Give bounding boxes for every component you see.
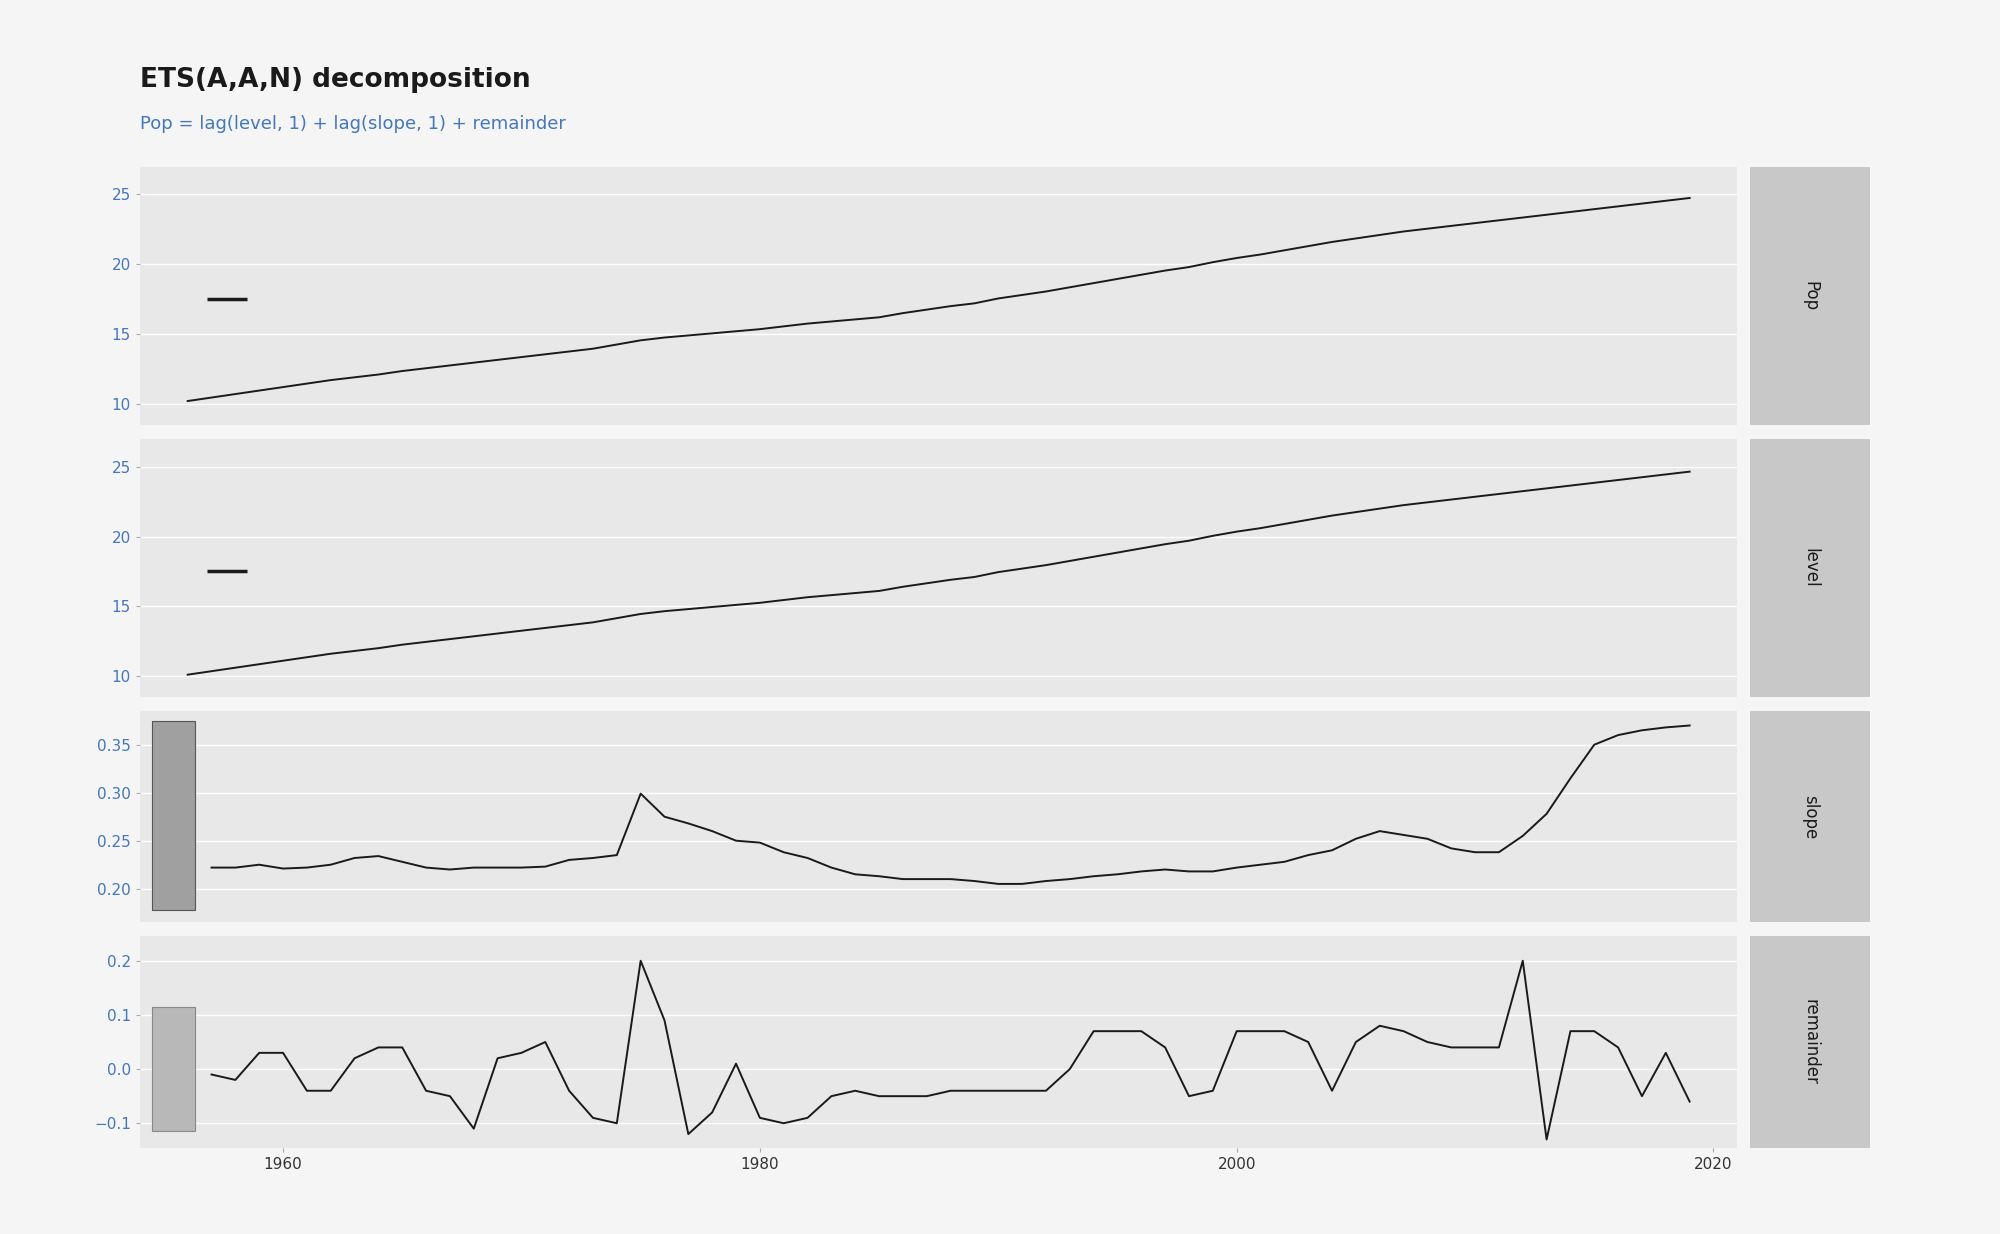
Bar bbox=[152, 721, 194, 909]
Text: ETS(A,A,N) decomposition: ETS(A,A,N) decomposition bbox=[140, 67, 530, 93]
Text: remainder: remainder bbox=[1802, 1000, 1820, 1085]
Text: Pop = lag(level, 1) + lag(slope, 1) + remainder: Pop = lag(level, 1) + lag(slope, 1) + re… bbox=[140, 115, 566, 133]
Text: level: level bbox=[1802, 548, 1820, 587]
Bar bbox=[152, 1007, 194, 1132]
Text: slope: slope bbox=[1802, 795, 1820, 839]
Text: Pop: Pop bbox=[1802, 280, 1820, 311]
